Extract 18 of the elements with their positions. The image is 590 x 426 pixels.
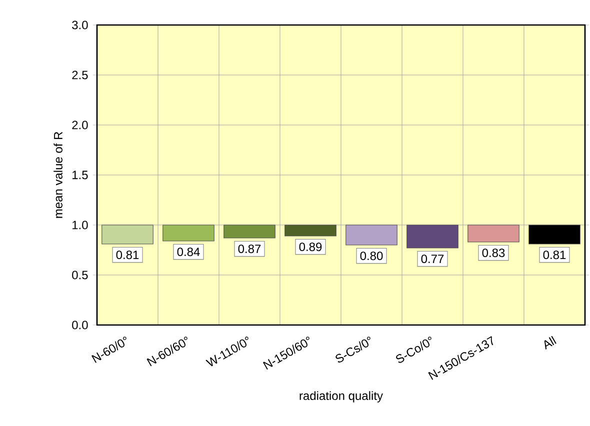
data-label: 0.84: [177, 248, 200, 256]
y-tick-label: 3.0: [72, 20, 88, 30]
y-axis-title: mean value of R: [54, 132, 62, 218]
y-tick-label: 2.5: [72, 70, 88, 80]
y-tick-label: 0.5: [72, 270, 88, 280]
data-label: 0.81: [543, 250, 566, 260]
data-label: 0.77: [421, 254, 444, 264]
x-tick-label: All: [544, 336, 556, 350]
data-label: 0.83: [482, 248, 505, 258]
y-tick-label: 1.5: [72, 170, 88, 180]
x-axis-title: radiation quality: [300, 391, 383, 402]
y-tick-label: 0.0: [72, 320, 88, 330]
data-label: 0.87: [238, 244, 261, 254]
data-label: 0.81: [116, 250, 139, 260]
y-tick-label: 2.0: [72, 120, 88, 130]
y-tick-label: 1.0: [72, 220, 88, 230]
data-label: 0.89: [299, 242, 322, 252]
data-label: 0.80: [360, 252, 383, 260]
